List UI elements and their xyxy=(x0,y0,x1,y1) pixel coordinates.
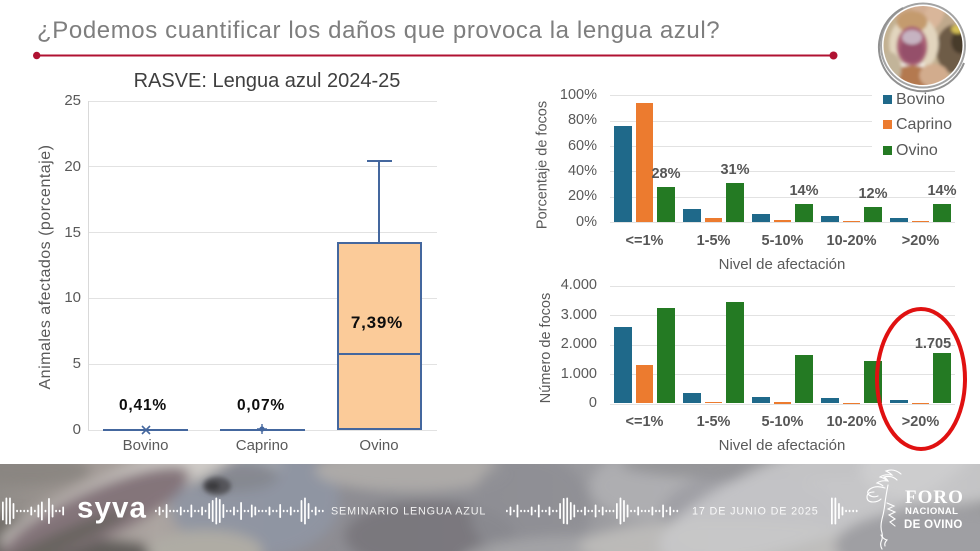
svg-text:NACIONAL: NACIONAL xyxy=(905,506,958,517)
svg-text:DE OVINO: DE OVINO xyxy=(904,519,963,531)
svg-text:SEMINARIO LENGUA AZUL: SEMINARIO LENGUA AZUL xyxy=(331,506,486,518)
svg-text:17 DE JUNIO DE 2025: 17 DE JUNIO DE 2025 xyxy=(692,506,819,518)
svg-text:FORO: FORO xyxy=(905,487,964,508)
svg-text:syva: syva xyxy=(77,492,147,525)
